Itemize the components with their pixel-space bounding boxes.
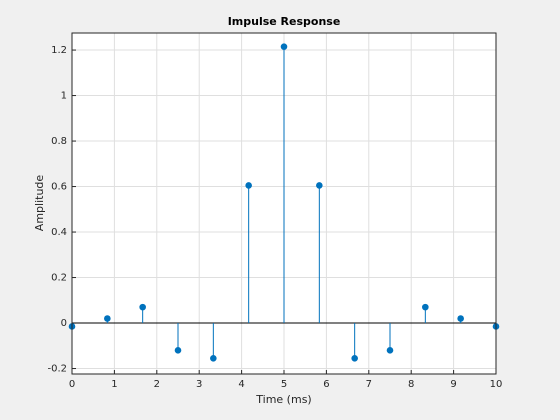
chart-title: Impulse Response	[228, 15, 341, 28]
y-tick-label: 0.4	[51, 227, 67, 238]
x-tick-label: 8	[408, 379, 414, 390]
x-tick-label: 0	[69, 379, 75, 390]
y-axis-label: Amplitude	[33, 175, 46, 232]
stem-marker	[316, 182, 323, 189]
stem-marker	[139, 303, 146, 311]
x-tick-label: 6	[323, 379, 329, 390]
x-tick-label: 10	[490, 379, 503, 390]
stem-marker	[174, 347, 182, 354]
x-tick-label: 4	[238, 379, 244, 390]
y-tick-label: 0.6	[51, 182, 67, 193]
stem-marker	[422, 303, 429, 311]
x-tick-label: 7	[366, 379, 372, 390]
stem-marker	[280, 43, 288, 50]
y-tick-label: 1.2	[51, 45, 67, 56]
x-axis-label: Time (ms)	[255, 393, 311, 406]
y-tick-label: 1	[61, 91, 67, 102]
stem-marker	[351, 355, 358, 362]
y-tick-label: 0.2	[51, 273, 67, 284]
x-tick-label: 5	[281, 379, 287, 390]
stem-marker	[210, 355, 217, 362]
x-tick-label: 9	[450, 379, 456, 390]
stem-marker	[104, 315, 111, 322]
x-tick-label: 2	[154, 379, 160, 390]
stem-marker	[457, 315, 464, 322]
stem-marker	[245, 182, 252, 189]
stem-marker	[386, 347, 394, 354]
axes-box	[71, 32, 497, 375]
x-tick-label: 1	[111, 379, 117, 390]
y-tick-label: 0	[61, 318, 67, 329]
x-tick-label: 3	[196, 379, 202, 390]
y-tick-label: 0.8	[51, 136, 67, 147]
y-tick-label: -0.2	[47, 364, 67, 375]
